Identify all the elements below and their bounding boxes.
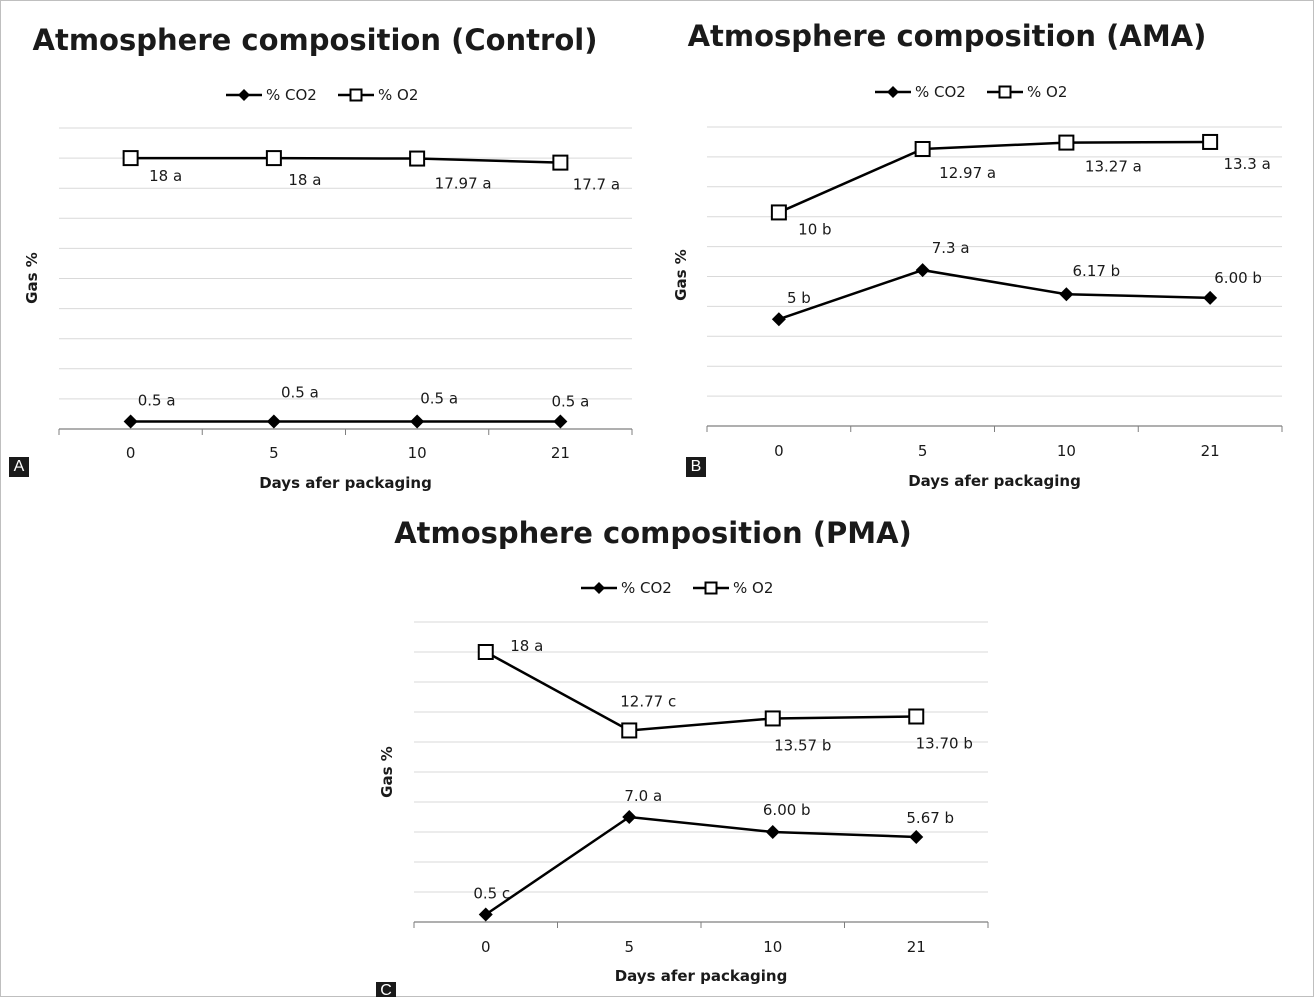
data-label: 0.5 a — [420, 389, 458, 407]
x-tick-label: 10 — [1057, 442, 1076, 460]
series-line — [485, 650, 917, 732]
data-point — [1202, 133, 1219, 150]
data-point — [266, 414, 281, 429]
data-label: 0.5 a — [138, 391, 176, 409]
data-point — [915, 263, 930, 278]
x-tick-label: 21 — [551, 444, 570, 462]
legend-marker-co2 — [593, 582, 605, 594]
chart-panel-a: 0 5 10 21 Atmosphere composition (Control) Da… — [23, 23, 633, 492]
x-tick-label: 5 — [918, 442, 928, 460]
data-label: 17.97 a — [435, 175, 492, 193]
data-point — [1059, 287, 1074, 302]
x-tick-label: 5 — [269, 444, 279, 462]
chart-panel-c: 0 5 10 21 Atmosphere composition (PMA) Days a… — [378, 516, 989, 985]
data-point — [409, 150, 426, 167]
legend-marker-o2 — [998, 85, 1012, 99]
legend-label: % CO2 — [915, 83, 966, 101]
data-point — [770, 204, 787, 221]
data-label: 5 b — [787, 289, 811, 307]
chart-panel-b: 0 5 10 21 Atmosphere composition (AMA) Days a… — [672, 19, 1283, 490]
x-tick-label: 21 — [1201, 442, 1220, 460]
x-tick-label: 10 — [408, 444, 427, 462]
x-tick-label: 5 — [624, 938, 634, 956]
data-point — [1058, 134, 1075, 151]
y-axis-label: Gas % — [378, 746, 396, 798]
series-line — [485, 815, 917, 916]
data-label: 6.17 b — [1073, 262, 1121, 280]
panel-label-b: B — [686, 457, 706, 477]
data-point — [765, 825, 780, 839]
x-axis-label: Days afer packaging — [908, 472, 1081, 490]
data-label: 0.5 a — [551, 392, 589, 410]
data-label: 13.3 a — [1223, 155, 1270, 173]
data-label: 7.3 a — [932, 239, 970, 257]
data-point — [764, 710, 781, 727]
legend-label: % O2 — [1027, 83, 1067, 101]
data-point — [552, 154, 569, 171]
y-axis-label: Gas % — [23, 252, 41, 304]
legend-marker-co2 — [887, 86, 899, 98]
series-line — [778, 268, 1211, 321]
data-point — [622, 810, 637, 824]
x-axis-label: Days afer packaging — [615, 967, 788, 985]
chart-title: Atmosphere composition (AMA) — [688, 19, 1207, 53]
legend-marker-o2 — [704, 581, 718, 595]
data-label: 12.97 a — [939, 164, 996, 182]
data-label: 13.70 b — [916, 735, 973, 753]
data-label: 0.5 c — [473, 885, 510, 903]
data-point — [1203, 290, 1218, 305]
series-line — [130, 156, 561, 164]
data-point — [771, 312, 786, 327]
panel-label-a: A — [9, 457, 29, 477]
data-label: 0.5 a — [281, 383, 319, 401]
data-point — [123, 414, 138, 429]
data-point — [908, 708, 925, 725]
data-label: 18 a — [288, 171, 321, 189]
data-point — [909, 829, 924, 844]
data-label: 13.27 a — [1085, 158, 1142, 176]
x-axis-label: Days afer packaging — [259, 474, 432, 492]
data-point — [265, 150, 282, 167]
data-point — [914, 140, 931, 157]
data-label: 10 b — [798, 220, 831, 238]
data-label: 18 a — [510, 637, 543, 655]
panel-label-c: C — [376, 982, 396, 999]
legend-marker-o2 — [349, 88, 363, 102]
series-line — [778, 140, 1211, 214]
legend-label: % CO2 — [266, 86, 317, 104]
legend-label: % CO2 — [621, 579, 672, 597]
data-label: 12.77 c — [620, 692, 676, 710]
x-tick-label: 0 — [774, 442, 784, 460]
data-label: 13.57 b — [774, 736, 831, 754]
x-tick-label: 0 — [126, 444, 136, 462]
legend-label: % O2 — [378, 86, 418, 104]
data-point — [478, 907, 493, 922]
x-tick-label: 10 — [763, 938, 782, 956]
data-point — [477, 644, 494, 660]
chart-title: Atmosphere composition (PMA) — [394, 516, 912, 550]
y-axis-label: Gas % — [672, 249, 690, 301]
data-label: 6.00 b — [763, 801, 811, 819]
x-tick-label: 21 — [907, 938, 926, 956]
data-label: 6.00 b — [1214, 269, 1262, 287]
data-point — [410, 414, 425, 429]
data-point — [621, 722, 638, 739]
data-point — [122, 150, 139, 167]
x-tick-label: 0 — [481, 938, 491, 956]
legend-marker-co2 — [238, 89, 250, 101]
chart-title: Atmosphere composition (Control) — [33, 23, 598, 57]
data-point — [553, 414, 568, 429]
data-label: 18 a — [149, 167, 182, 185]
legend-label: % O2 — [733, 579, 773, 597]
data-label: 17.7 a — [573, 176, 620, 194]
data-label: 7.0 a — [624, 787, 662, 805]
data-label: 5.67 b — [906, 809, 954, 827]
